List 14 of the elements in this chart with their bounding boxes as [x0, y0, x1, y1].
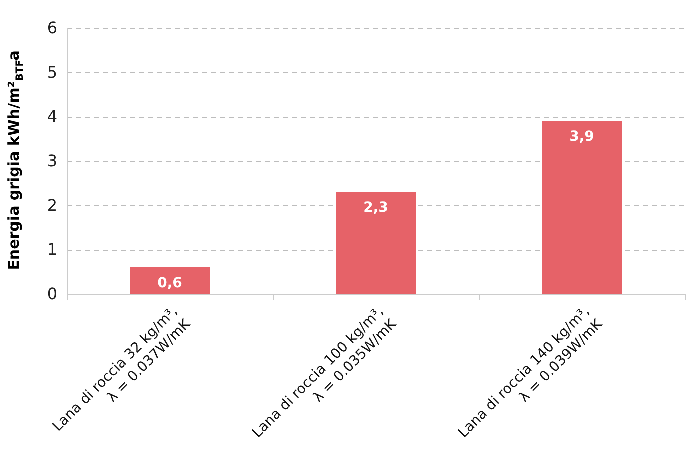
bar	[130, 267, 210, 294]
data-label: 2,3	[364, 200, 388, 216]
data-label: 0,6	[158, 275, 182, 292]
y-axis-title: Energia grigia kWh/m²BTFa	[5, 50, 26, 270]
y-tick-label: 1	[47, 240, 58, 260]
data-label: 3,9	[570, 129, 594, 146]
y-tick-label: 3	[47, 152, 58, 170]
y-tick-label: 0	[47, 284, 58, 304]
bar	[542, 121, 622, 294]
y-tick-label: 4	[47, 107, 58, 126]
y-tick-label: 6	[47, 18, 58, 38]
bar	[336, 192, 416, 294]
y-tick-label: 5	[47, 62, 58, 82]
y-tick-label: 2	[47, 196, 58, 215]
